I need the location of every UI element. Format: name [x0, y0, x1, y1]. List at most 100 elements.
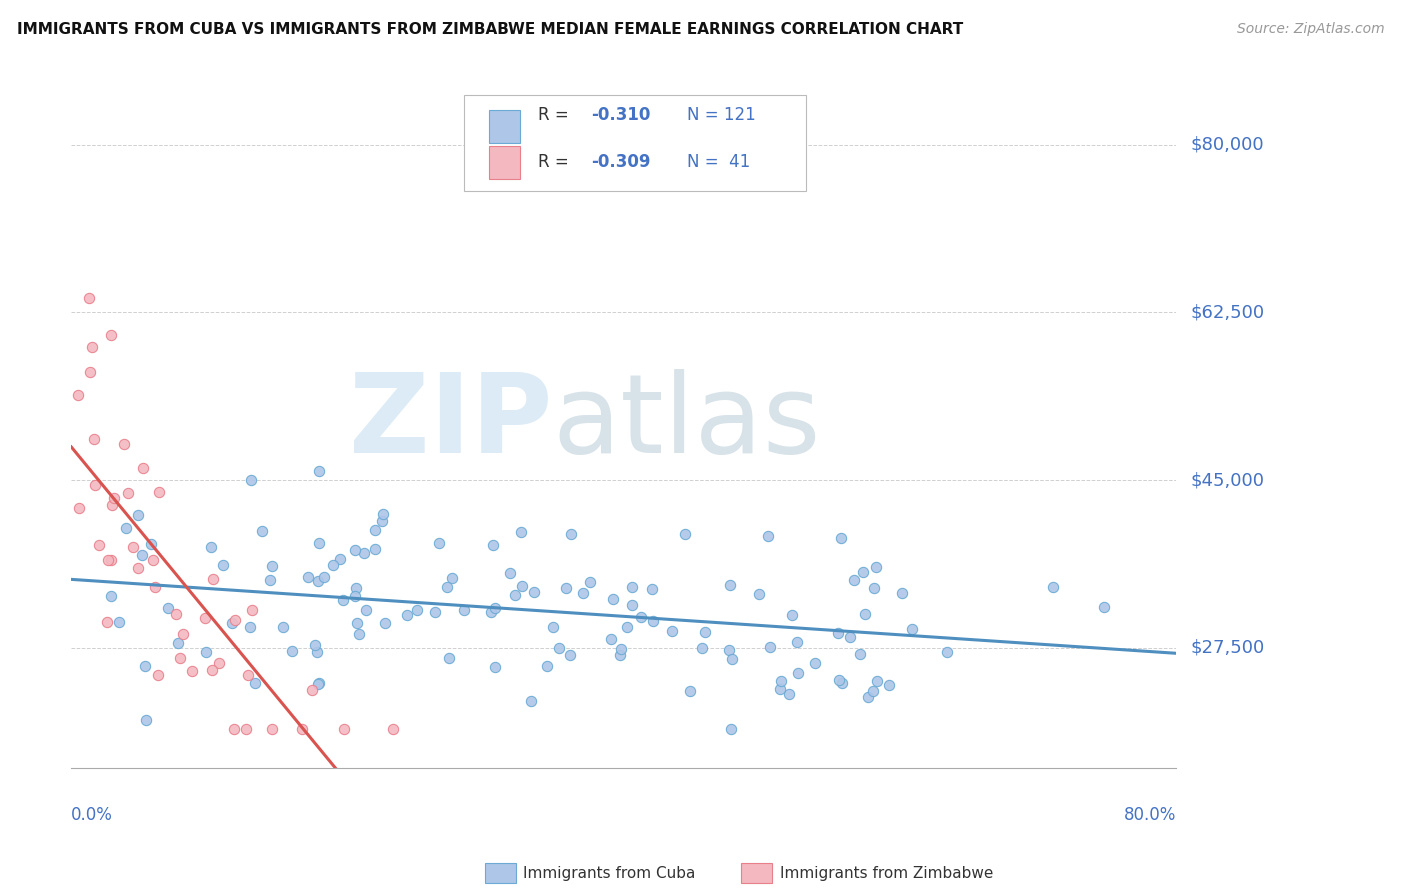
Text: 0.0%: 0.0% [72, 805, 112, 823]
Point [673, 527, 696, 541]
Point [353, 546, 375, 560]
Point [364, 523, 387, 537]
Point [322, 558, 344, 572]
Point [770, 673, 793, 688]
Point [842, 573, 865, 587]
Point [381, 723, 404, 737]
Point [100, 589, 122, 603]
Text: R =: R = [537, 153, 574, 170]
Point [212, 558, 235, 572]
Point [935, 645, 957, 659]
Point [484, 601, 506, 615]
Point [235, 723, 257, 737]
Point [344, 582, 367, 596]
Point [172, 627, 194, 641]
Point [77, 291, 100, 305]
Point [308, 464, 330, 478]
Point [117, 485, 139, 500]
Point [146, 667, 169, 681]
Point [748, 587, 770, 601]
Point [307, 645, 329, 659]
Point [66, 388, 89, 402]
Point [364, 541, 387, 556]
Point [301, 682, 323, 697]
Point [262, 558, 284, 573]
Point [297, 570, 319, 584]
Point [134, 659, 156, 673]
Point [100, 553, 122, 567]
Point [679, 684, 702, 698]
Point [354, 603, 377, 617]
Text: $62,500: $62,500 [1191, 303, 1264, 321]
Point [112, 437, 135, 451]
Point [616, 620, 638, 634]
Point [849, 647, 872, 661]
Point [1042, 580, 1064, 594]
Point [347, 627, 370, 641]
Point [222, 723, 245, 737]
Point [80, 340, 103, 354]
Point [271, 620, 294, 634]
Point [856, 690, 879, 704]
Point [560, 526, 582, 541]
Point [165, 607, 187, 621]
Point [79, 365, 101, 379]
Point [208, 656, 231, 670]
Point [83, 477, 105, 491]
Point [169, 650, 191, 665]
Point [180, 664, 202, 678]
Point [406, 603, 429, 617]
Point [423, 605, 446, 619]
Point [115, 521, 138, 535]
Point [661, 624, 683, 639]
Point [139, 537, 162, 551]
Point [127, 508, 149, 522]
Point [195, 645, 218, 659]
Point [720, 723, 742, 737]
Point [436, 580, 458, 594]
Point [778, 687, 800, 701]
Point [512, 579, 534, 593]
Point [201, 663, 224, 677]
Point [641, 615, 664, 629]
Point [866, 674, 889, 689]
Point [548, 641, 571, 656]
Point [756, 529, 779, 543]
Point [831, 676, 853, 690]
Point [692, 641, 714, 656]
Text: -0.309: -0.309 [591, 153, 650, 170]
Point [243, 676, 266, 690]
Point [863, 581, 886, 595]
Point [579, 574, 602, 589]
Point [853, 607, 876, 622]
Point [621, 580, 644, 594]
Point [291, 723, 314, 737]
Text: -0.310: -0.310 [591, 106, 650, 124]
Point [148, 484, 170, 499]
Point [194, 611, 217, 625]
Point [503, 588, 526, 602]
Point [344, 543, 367, 558]
Point [224, 613, 246, 627]
Point [370, 514, 392, 528]
Point [782, 607, 804, 622]
Point [329, 551, 352, 566]
Point [343, 589, 366, 603]
Point [536, 658, 558, 673]
Point [827, 626, 849, 640]
Point [250, 524, 273, 539]
Point [720, 578, 742, 592]
Text: N =  41: N = 41 [686, 153, 749, 170]
Point [693, 625, 716, 640]
Point [200, 541, 222, 555]
Point [759, 640, 782, 654]
Point [769, 682, 792, 697]
Text: IMMIGRANTS FROM CUBA VS IMMIGRANTS FROM ZIMBABWE MEDIAN FEMALE EARNINGS CORRELAT: IMMIGRANTS FROM CUBA VS IMMIGRANTS FROM … [17, 22, 963, 37]
Point [281, 644, 304, 658]
FancyBboxPatch shape [464, 95, 806, 191]
Point [83, 432, 105, 446]
Point [132, 461, 155, 475]
Point [396, 608, 419, 623]
Point [312, 570, 335, 584]
Point [236, 668, 259, 682]
